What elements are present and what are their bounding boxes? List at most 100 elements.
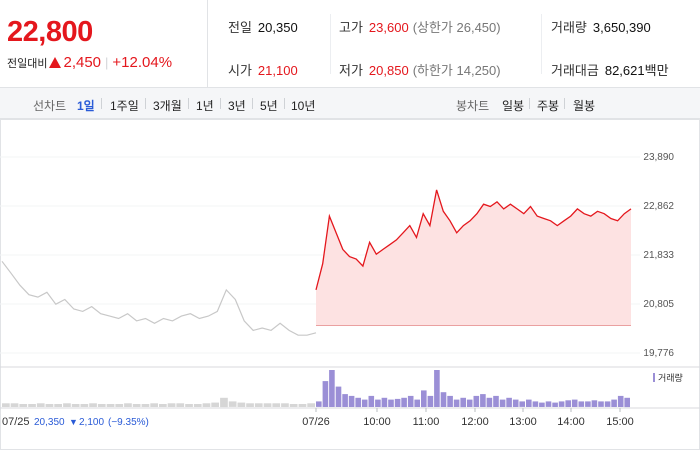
stat-volume: 거래량 3,650,390 bbox=[551, 17, 651, 36]
volume-bar bbox=[220, 397, 228, 408]
volume-bar bbox=[348, 395, 355, 407]
volume-bar bbox=[28, 404, 36, 407]
x-axis-ticks: 07/26 10:00 11:00 12:00 13:00 14:00 15:00 bbox=[302, 408, 634, 428]
volume-bar bbox=[506, 397, 512, 408]
volume-bar bbox=[585, 401, 591, 407]
volume-bar bbox=[414, 399, 420, 407]
volume-legend-label: 거래량 bbox=[658, 372, 683, 383]
volume-bar bbox=[45, 404, 54, 407]
volume-bar bbox=[254, 403, 263, 407]
tab-separator bbox=[101, 98, 102, 109]
volume-bar bbox=[611, 399, 617, 407]
volume-bar bbox=[381, 397, 388, 408]
volume-bar bbox=[71, 404, 80, 407]
x-tick-label: 13:00 bbox=[509, 416, 537, 428]
tab-separator bbox=[145, 98, 146, 109]
stat-label: 고가 bbox=[339, 20, 363, 35]
stat-trade-value: 거래대금 82,621백만 bbox=[551, 60, 669, 79]
volume-bar bbox=[519, 401, 525, 407]
x-tick-label: 10:00 bbox=[363, 416, 391, 428]
stat-value: 20,350 bbox=[257, 20, 298, 35]
quote-header: 22,800 전일대비 2,450 | +12.04% 전일 20,350 시가 21,1… bbox=[0, 0, 700, 88]
x-tick-label: 15:00 bbox=[606, 416, 634, 428]
stat-label: 저가 bbox=[339, 63, 363, 78]
stat-unit: 백만 bbox=[644, 63, 669, 78]
prev-day-summary: 07/25 20,350 ▼ 2,100 (−9.35%) bbox=[2, 416, 149, 428]
stat-value: 3,650,390 bbox=[592, 20, 651, 35]
volume-bar bbox=[19, 404, 28, 407]
tab-1y[interactable]: 1년 bbox=[196, 99, 214, 113]
volume-bar bbox=[329, 370, 335, 407]
current-price: 22,800 bbox=[7, 16, 93, 48]
tab-separator bbox=[220, 98, 221, 109]
stat-open: 시가 21,100 bbox=[228, 60, 298, 79]
volume-bar bbox=[150, 403, 158, 407]
volume-bar bbox=[624, 397, 630, 408]
volume-bar bbox=[401, 397, 407, 408]
tab-10y[interactable]: 10년 bbox=[291, 99, 316, 113]
volume-bar bbox=[193, 404, 202, 407]
candle-chart-label: 봉차트 bbox=[456, 99, 490, 113]
volume-bar bbox=[281, 403, 289, 407]
tab-separator bbox=[188, 98, 189, 109]
tab-1w[interactable]: 1주일 bbox=[110, 99, 139, 113]
volume-bar bbox=[10, 403, 19, 407]
lower-limit: (하한가 14,250) bbox=[412, 63, 501, 78]
volume-bar bbox=[89, 403, 97, 407]
tab-monthly-candle[interactable]: 월봉 bbox=[573, 99, 596, 113]
volume-bar bbox=[558, 401, 565, 407]
y-axis-ticks: 23,890 22,862 21,833 20,805 19,776 bbox=[643, 152, 674, 359]
stat-label: 거래량 bbox=[551, 20, 587, 35]
stat-low: 저가 20,850 (하한가 14,250) bbox=[339, 60, 501, 79]
volume-bar bbox=[322, 381, 329, 407]
volume-bar bbox=[97, 404, 106, 407]
volume-bar bbox=[228, 401, 237, 407]
period-tabbar: 선차트 1일 1주일 3개월 1년 3년 5년 10년 봉차트 일봉 주봉 월봉 bbox=[0, 88, 700, 119]
volume-bar bbox=[453, 399, 460, 407]
prev-day-date: 07/25 bbox=[2, 416, 30, 428]
price-chart[interactable]: 23,890 22,862 21,833 20,805 19,776 거래량 07/26… bbox=[0, 119, 700, 450]
gridlines bbox=[0, 156, 640, 354]
volume-bar bbox=[185, 404, 193, 407]
volume-bar bbox=[565, 400, 571, 407]
stat-label: 시가 bbox=[228, 63, 252, 78]
stat-label: 거래대금 bbox=[551, 63, 599, 78]
volume-bar bbox=[141, 404, 150, 407]
volume-bar bbox=[460, 397, 466, 408]
stat-value: 82,621 bbox=[604, 63, 645, 78]
volume-bar bbox=[2, 403, 10, 407]
volume-bar bbox=[427, 395, 434, 407]
volume-bar bbox=[407, 395, 414, 407]
volume-bar bbox=[115, 404, 124, 407]
volume-bar bbox=[545, 401, 552, 407]
tab-separator bbox=[284, 98, 285, 109]
price-change: 전일대비 2,450 | +12.04% bbox=[7, 54, 172, 71]
change-amount: 2,450 bbox=[63, 54, 102, 71]
volume-bar bbox=[106, 404, 115, 407]
tab-weekly-candle[interactable]: 주봉 bbox=[537, 99, 560, 113]
divider: | bbox=[105, 55, 109, 70]
tab-3y[interactable]: 3년 bbox=[228, 99, 246, 113]
tab-3m[interactable]: 3개월 bbox=[153, 99, 182, 113]
volume-bar bbox=[434, 370, 440, 407]
tab-separator bbox=[564, 98, 565, 109]
volume-bar bbox=[617, 395, 624, 407]
volume-bar bbox=[289, 404, 298, 407]
volume-bar bbox=[298, 404, 307, 407]
volume-bar bbox=[272, 403, 281, 407]
volume-bar bbox=[539, 402, 545, 407]
tab-5y[interactable]: 5년 bbox=[260, 99, 278, 113]
tab-daily-candle[interactable]: 일봉 bbox=[502, 99, 525, 113]
volume-legend: 거래량 bbox=[653, 372, 683, 383]
prev-day-change-percent: (−9.35%) bbox=[108, 417, 149, 428]
volume-bar bbox=[512, 399, 519, 407]
volume-bar bbox=[447, 395, 453, 407]
volume-bar bbox=[335, 386, 342, 407]
volume-bar bbox=[159, 404, 167, 407]
tab-1d[interactable]: 1일 bbox=[77, 99, 95, 113]
prev-day-close: 20,350 bbox=[34, 417, 65, 428]
today-area-fill bbox=[316, 189, 631, 326]
volume-bars bbox=[2, 370, 630, 408]
volume-bar bbox=[237, 402, 246, 407]
volume-bar bbox=[202, 403, 211, 407]
